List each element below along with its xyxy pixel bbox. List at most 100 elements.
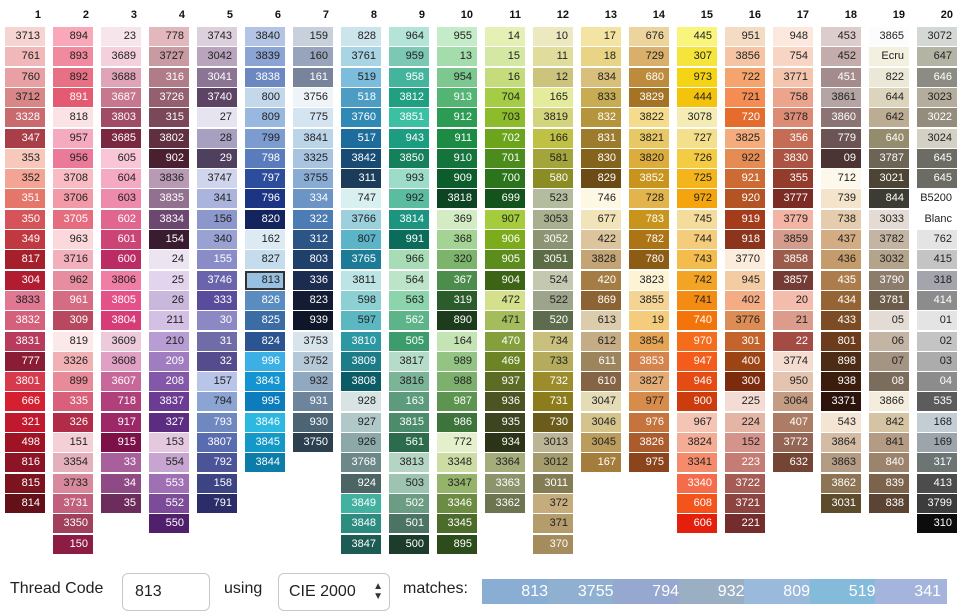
thread-swatch[interactable]: 3328 xyxy=(5,108,45,128)
thread-swatch[interactable]: 830 xyxy=(581,148,621,168)
thread-swatch[interactable]: 3345 xyxy=(437,514,477,534)
thread-swatch[interactable]: 157 xyxy=(197,372,237,392)
thread-swatch[interactable]: 796 xyxy=(245,189,285,209)
thread-swatch[interactable]: 3841 xyxy=(293,128,333,148)
thread-swatch[interactable]: 309 xyxy=(53,311,93,331)
thread-swatch[interactable]: 823 xyxy=(293,290,333,310)
thread-swatch[interactable]: 05 xyxy=(869,311,909,331)
thread-swatch[interactable]: 3761 xyxy=(341,47,381,67)
thread-swatch[interactable]: 3822 xyxy=(629,108,669,128)
thread-swatch[interactable]: 782 xyxy=(629,230,669,249)
thread-swatch[interactable]: 938 xyxy=(821,372,861,392)
thread-swatch[interactable]: 26 xyxy=(149,290,189,310)
thread-swatch[interactable]: 3750 xyxy=(293,433,333,452)
thread-swatch[interactable]: 993 xyxy=(389,169,429,189)
thread-swatch[interactable]: 3721 xyxy=(725,493,765,513)
thread-swatch[interactable]: 3821 xyxy=(629,128,669,148)
thread-swatch[interactable]: 169 xyxy=(917,433,957,452)
thread-swatch[interactable]: 746 xyxy=(581,189,621,209)
thread-swatch[interactable]: 3743 xyxy=(197,27,237,46)
thread-swatch[interactable]: 3808 xyxy=(341,372,381,392)
thread-swatch[interactable]: 167 xyxy=(581,453,621,473)
thread-swatch[interactable]: 23 xyxy=(101,27,141,46)
thread-swatch[interactable]: 931 xyxy=(293,392,333,412)
thread-swatch[interactable]: 322 xyxy=(293,209,333,229)
thread-swatch[interactable]: 3712 xyxy=(5,87,45,107)
thread-swatch[interactable]: 995 xyxy=(245,392,285,412)
thread-swatch[interactable]: 3855 xyxy=(629,290,669,310)
thread-swatch[interactable]: 911 xyxy=(437,128,477,148)
thread-swatch[interactable]: 433 xyxy=(821,311,861,331)
thread-swatch[interactable]: 826 xyxy=(245,290,285,310)
thread-swatch[interactable]: 3802 xyxy=(149,128,189,148)
thread-swatch[interactable]: 3831 xyxy=(5,331,45,351)
thread-swatch[interactable]: 833 xyxy=(581,87,621,107)
thread-swatch[interactable]: 3833 xyxy=(5,290,45,310)
thread-swatch[interactable]: 3045 xyxy=(581,433,621,452)
thread-swatch[interactable]: 581 xyxy=(533,148,573,168)
thread-swatch[interactable]: 3861 xyxy=(821,87,861,107)
thread-swatch[interactable]: 989 xyxy=(437,351,477,371)
thread-swatch[interactable]: 3325 xyxy=(293,148,333,168)
thread-swatch[interactable]: Blanc xyxy=(917,209,957,229)
thread-swatch[interactable]: 3850 xyxy=(389,148,429,168)
thread-swatch[interactable]: 221 xyxy=(725,514,765,534)
thread-swatch[interactable]: 326 xyxy=(53,412,93,432)
thread-swatch[interactable]: 991 xyxy=(389,230,429,249)
thread-swatch[interactable]: 793 xyxy=(197,412,237,432)
thread-swatch[interactable]: 967 xyxy=(677,412,717,432)
thread-swatch[interactable]: 3363 xyxy=(485,473,525,493)
thread-swatch[interactable]: 3787 xyxy=(869,148,909,168)
thread-swatch[interactable]: 841 xyxy=(869,433,909,452)
thread-swatch[interactable]: 321 xyxy=(5,412,45,432)
thread-swatch[interactable]: 832 xyxy=(581,108,621,128)
thread-swatch[interactable]: 956 xyxy=(53,148,93,168)
thread-swatch[interactable]: 3053 xyxy=(533,209,573,229)
thread-swatch[interactable]: 517 xyxy=(341,128,381,148)
thread-swatch[interactable]: 943 xyxy=(389,128,429,148)
thread-swatch[interactable]: 3859 xyxy=(773,230,813,249)
thread-swatch[interactable]: 554 xyxy=(149,453,189,473)
thread-swatch[interactable]: 3033 xyxy=(869,209,909,229)
thread-swatch[interactable]: 472 xyxy=(485,290,525,310)
thread-swatch[interactable]: 300 xyxy=(725,372,765,392)
thread-swatch[interactable]: 825 xyxy=(245,311,285,331)
thread-swatch[interactable]: 816 xyxy=(5,453,45,473)
thread-swatch[interactable]: 3347 xyxy=(437,473,477,493)
thread-swatch[interactable]: 3832 xyxy=(5,311,45,331)
thread-swatch[interactable]: 703 xyxy=(485,108,525,128)
thread-swatch[interactable]: 799 xyxy=(245,128,285,148)
thread-swatch[interactable]: 152 xyxy=(725,433,765,452)
thread-swatch[interactable]: 505 xyxy=(389,331,429,351)
thread-swatch[interactable]: 869 xyxy=(581,290,621,310)
thread-swatch[interactable]: 3838 xyxy=(245,67,285,87)
thread-swatch[interactable]: 899 xyxy=(53,372,93,392)
thread-swatch[interactable]: 208 xyxy=(149,372,189,392)
thread-swatch[interactable]: 35 xyxy=(101,493,141,513)
thread-swatch[interactable]: 470 xyxy=(485,331,525,351)
thread-swatch[interactable]: 3013 xyxy=(533,433,573,452)
thread-swatch[interactable]: 334 xyxy=(293,189,333,209)
thread-swatch[interactable]: 407 xyxy=(773,412,813,432)
thread-swatch[interactable]: 31 xyxy=(197,331,237,351)
thread-swatch[interactable]: 150 xyxy=(53,534,93,554)
thread-swatch[interactable]: 747 xyxy=(341,189,381,209)
thread-swatch[interactable]: 161 xyxy=(293,67,333,87)
thread-swatch[interactable]: 817 xyxy=(5,250,45,270)
thread-swatch[interactable]: 17 xyxy=(581,27,621,46)
thread-swatch[interactable]: 720 xyxy=(725,108,765,128)
thread-swatch[interactable]: 3805 xyxy=(101,290,141,310)
thread-swatch[interactable]: 3815 xyxy=(389,412,429,432)
thread-swatch[interactable]: 372 xyxy=(533,493,573,513)
thread-swatch[interactable]: 992 xyxy=(389,189,429,209)
thread-swatch[interactable]: 3753 xyxy=(293,331,333,351)
thread-swatch[interactable]: 754 xyxy=(773,47,813,67)
thread-swatch[interactable]: 920 xyxy=(725,189,765,209)
thread-swatch[interactable]: 10 xyxy=(533,27,573,46)
thread-swatch[interactable]: 732 xyxy=(533,372,573,392)
thread-swatch[interactable]: 3346 xyxy=(437,493,477,513)
thread-swatch[interactable]: 666 xyxy=(5,392,45,412)
thread-swatch[interactable]: 3774 xyxy=(773,351,813,371)
thread-swatch[interactable]: 3766 xyxy=(341,209,381,229)
thread-swatch[interactable]: 601 xyxy=(101,230,141,249)
